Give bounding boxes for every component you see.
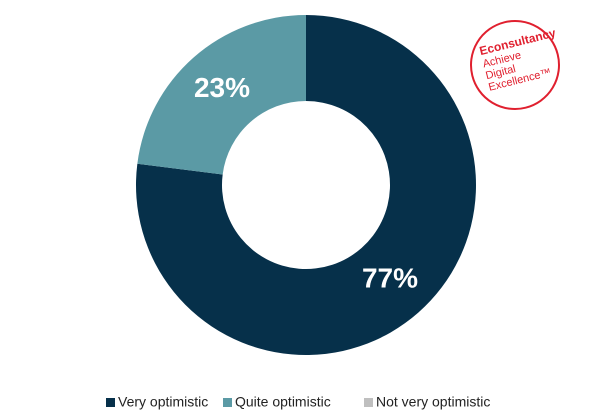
legend-swatch [223,398,232,407]
legend-swatch [364,398,373,407]
legend-label: Very optimistic [118,394,208,410]
legend-swatch [106,398,115,407]
logo-ring [470,20,560,110]
legend-label: Quite optimistic [235,394,331,410]
logo: Econsultancy Achieve Digital Excellence™ [470,20,560,110]
value-label: 23% [194,72,250,103]
value-label: 77% [362,263,418,294]
slice [137,15,306,175]
legend-label: Not very optimistic [376,394,490,410]
slice [135,15,477,356]
